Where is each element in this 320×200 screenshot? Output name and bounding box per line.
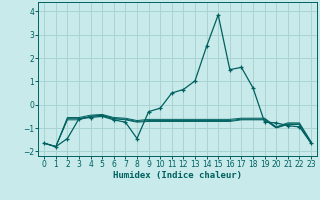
X-axis label: Humidex (Indice chaleur): Humidex (Indice chaleur) [113, 171, 242, 180]
